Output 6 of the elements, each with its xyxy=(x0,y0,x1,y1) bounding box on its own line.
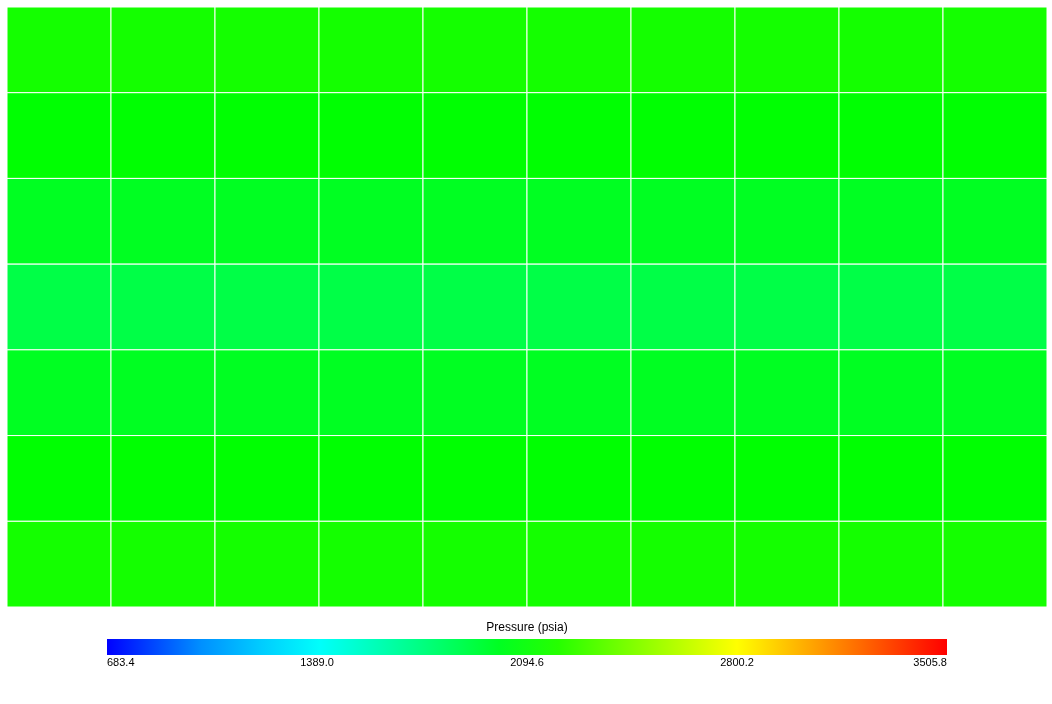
color-bar-label: 2800.2 xyxy=(720,656,754,668)
color-bar-label: 2094.6 xyxy=(510,656,544,668)
color-bar-label: 1389.0 xyxy=(300,656,334,668)
color-bar-title: Pressure (psia) xyxy=(486,620,568,634)
color-bar-label: 683.4 xyxy=(107,656,135,668)
color-bar-label: 3505.8 xyxy=(913,656,947,668)
